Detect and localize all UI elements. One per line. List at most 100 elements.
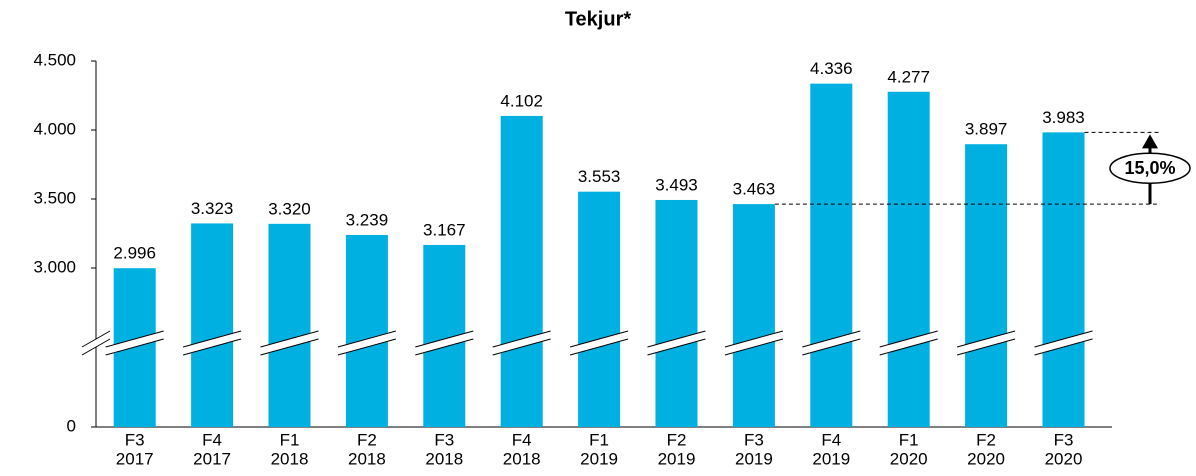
axis-break-line — [260, 330, 319, 348]
axis-break-line — [492, 330, 551, 348]
value-label: 2.996 — [113, 244, 156, 263]
bar — [268, 223, 311, 427]
x-tick-label: F2 — [976, 430, 996, 449]
change-arrow-head — [1142, 134, 1158, 149]
value-label: 3.983 — [1042, 108, 1085, 127]
axis-break — [802, 331, 861, 355]
x-tick-label: 2018 — [425, 449, 463, 468]
x-tick-label: 2018 — [348, 449, 386, 468]
axis-break — [570, 331, 629, 355]
axis-break-line — [647, 330, 706, 348]
axis-break-line — [647, 338, 706, 356]
x-tick-label: F2 — [357, 430, 377, 449]
axis-break — [647, 331, 706, 355]
x-tick-label: 2018 — [271, 449, 309, 468]
axis-break-line — [260, 338, 319, 356]
axis-break-line — [105, 330, 164, 348]
axis-break — [183, 331, 242, 355]
axis-break-line — [569, 330, 629, 348]
value-label: 3.553 — [578, 167, 621, 186]
x-tick-label: 2019 — [812, 449, 850, 468]
axis-break — [724, 331, 783, 355]
x-tick-label: F3 — [434, 430, 454, 449]
axis-break-line — [415, 338, 474, 356]
x-tick-label: F3 — [744, 430, 764, 449]
axis-break-line — [1034, 330, 1093, 348]
axis-break — [82, 331, 110, 355]
bar — [1042, 132, 1085, 427]
value-label: 3.897 — [965, 120, 1008, 139]
axis-break-line — [724, 330, 784, 348]
axis-break-line — [569, 338, 629, 356]
axis-break-line — [802, 338, 861, 356]
bar — [732, 204, 775, 427]
x-tick-label: F4 — [202, 430, 222, 449]
axis-break — [492, 331, 551, 355]
x-tick-label: F4 — [821, 430, 841, 449]
axis-break-line — [81, 330, 111, 348]
value-label: 3.463 — [733, 180, 776, 199]
x-tick-label: F4 — [512, 430, 532, 449]
axis-break-line — [105, 338, 164, 356]
axis-break-line — [337, 330, 397, 348]
bar — [810, 83, 853, 427]
axis-break — [957, 331, 1016, 355]
axis-break-line — [415, 330, 474, 348]
axis-break-line — [182, 338, 242, 356]
axis-break-line — [724, 338, 784, 356]
bar — [500, 115, 543, 427]
value-label: 4.102 — [500, 91, 543, 110]
axis-break — [260, 331, 319, 355]
axis-break — [1034, 331, 1093, 355]
axis-break-line — [956, 330, 1016, 348]
axis-break-line — [879, 330, 938, 348]
axis-break — [415, 331, 474, 355]
bar — [887, 91, 930, 428]
x-tick-label: F1 — [280, 430, 300, 449]
axis-break-line — [879, 338, 938, 356]
value-label: 3.167 — [423, 220, 466, 239]
y-tick-label: 3.000 — [33, 257, 76, 276]
x-tick-label: 2020 — [890, 449, 928, 468]
axis-break-line — [81, 338, 111, 356]
x-tick-label: F1 — [899, 430, 919, 449]
axis-break-line — [337, 338, 397, 356]
chart-title: Tekjur* — [565, 8, 632, 30]
bar — [578, 191, 621, 427]
value-label: 3.323 — [191, 199, 234, 218]
x-tick-label: 2019 — [658, 449, 696, 468]
x-tick-label: 2020 — [1045, 449, 1083, 468]
y-tick-label: 0 — [67, 416, 76, 435]
axis-break-line — [802, 330, 861, 348]
bar — [345, 235, 388, 427]
value-label: 3.239 — [346, 211, 389, 230]
x-tick-label: F3 — [1054, 430, 1074, 449]
axis-break — [105, 331, 164, 355]
x-tick-label: F1 — [589, 430, 609, 449]
axis-break-line — [182, 330, 242, 348]
bar — [655, 199, 698, 427]
annotation-bubble — [1109, 152, 1191, 184]
axis-break-line — [956, 338, 1016, 356]
axis-break-line — [492, 338, 551, 356]
bar — [965, 144, 1008, 428]
x-tick-label: 2017 — [193, 449, 231, 468]
y-tick-label: 4.500 — [33, 50, 76, 69]
x-tick-label: 2020 — [967, 449, 1005, 468]
value-label: 4.336 — [810, 59, 853, 78]
x-tick-label: 2017 — [116, 449, 154, 468]
value-label: 3.320 — [268, 199, 311, 218]
axis-break-line — [1034, 338, 1093, 356]
x-tick-label: F3 — [125, 430, 145, 449]
x-tick-label: 2019 — [580, 449, 618, 468]
y-tick-label: 3.500 — [33, 188, 76, 207]
axis-break — [337, 331, 396, 355]
bar — [191, 223, 234, 427]
value-label: 4.277 — [887, 67, 930, 86]
x-tick-label: 2019 — [735, 449, 773, 468]
annotation: 15,0% — [1124, 158, 1175, 178]
value-label: 3.493 — [655, 175, 698, 194]
axis-break — [879, 331, 938, 355]
y-tick-label: 4.000 — [33, 119, 76, 138]
